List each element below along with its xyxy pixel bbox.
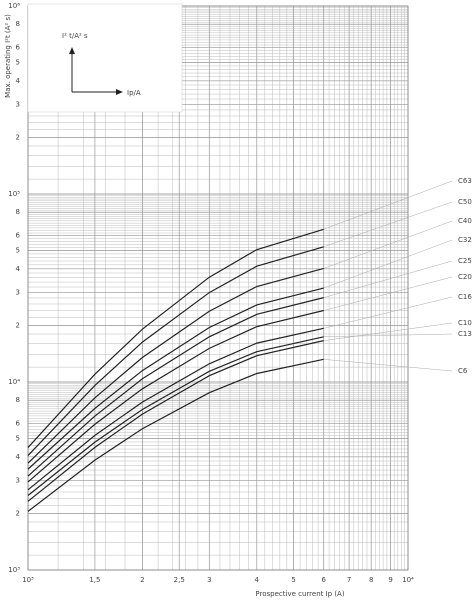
y-axis-title: Max. operating I²t (A² s) [4,14,12,98]
series-line [27,297,324,477]
y-tick-label: 6 [16,232,21,240]
plot-frame [27,5,409,571]
y-tick-label: 10⁵ [8,190,20,198]
y-tick-label: 5 [16,59,20,67]
inset-arrowhead-v [69,47,75,54]
series-line [27,228,324,448]
x-tick-label: 5 [291,576,295,584]
leader-line [323,276,453,311]
y-tick-label: 3 [16,288,20,296]
y-tick-label: 4 [16,453,21,461]
x-tick-label: 7 [347,576,351,584]
x-tick-label: 10⁴ [402,576,414,584]
series-line [27,358,324,512]
leader-line [323,333,453,338]
series-line [27,340,324,502]
series-line [27,309,324,483]
series-line [27,287,324,470]
leader-line [323,220,453,269]
y-tick-label: 3 [16,100,20,108]
y-tick-label: 5 [16,435,20,443]
series-line [27,246,324,457]
leader-line [323,296,453,329]
x-tick-label: 6 [321,576,326,584]
x-axis-title: Prospective current Ip (A) [255,590,344,598]
y-tick-label: 10⁴ [8,378,20,386]
y-tick-label: 2 [16,133,20,141]
inset-box [27,3,183,113]
leader-line [323,201,453,248]
legend-label: C63 [458,177,472,185]
inset-arrowhead-h [116,89,123,95]
y-tick-label: 8 [16,20,20,28]
legend-label: C13 [458,330,472,338]
x-tick-label: 2 [140,576,144,584]
y-tick-label: 4 [16,77,21,85]
series-line [27,267,324,464]
leader-line [323,180,453,230]
leader-line [323,322,453,341]
y-tick-label: 10³ [8,566,20,574]
y-tick-label: 6 [16,44,21,52]
legend-label: C40 [458,217,472,225]
legend-label: C25 [458,257,472,265]
y-tick-label: 2 [16,509,20,517]
x-tick-label: 2,5 [174,576,185,584]
x-tick-label: 1,5 [89,576,100,584]
y-tick-label: 8 [16,208,20,216]
x-tick-label: 4 [255,576,260,584]
leader-line [323,359,453,372]
legend-label: C10 [458,319,472,327]
inset-y-label: I² t/A² s [62,32,88,40]
x-tick-label: 3 [207,576,211,584]
y-tick-label: 6 [16,420,21,428]
leader-line [323,239,453,289]
legend-label: C16 [458,293,472,301]
legend-label: C6 [458,367,468,375]
y-tick-label: 2 [16,321,20,329]
legend-label: C50 [458,198,472,206]
leader-line [323,260,453,298]
y-tick-label: 8 [16,396,20,404]
y-tick-label: 10⁶ [8,2,20,10]
legend-label: C20 [458,273,472,281]
x-tick-label: 8 [369,576,373,584]
inset-x-label: Ip/A [127,89,141,97]
y-tick-label: 4 [16,265,21,273]
series-line [27,336,324,496]
series-line [27,327,324,491]
legend-label: C32 [458,236,472,244]
y-tick-label: 5 [16,247,20,255]
y-tick-label: 3 [16,476,20,484]
x-tick-label: 9 [388,576,392,584]
x-tick-label: 10³ [22,576,34,584]
